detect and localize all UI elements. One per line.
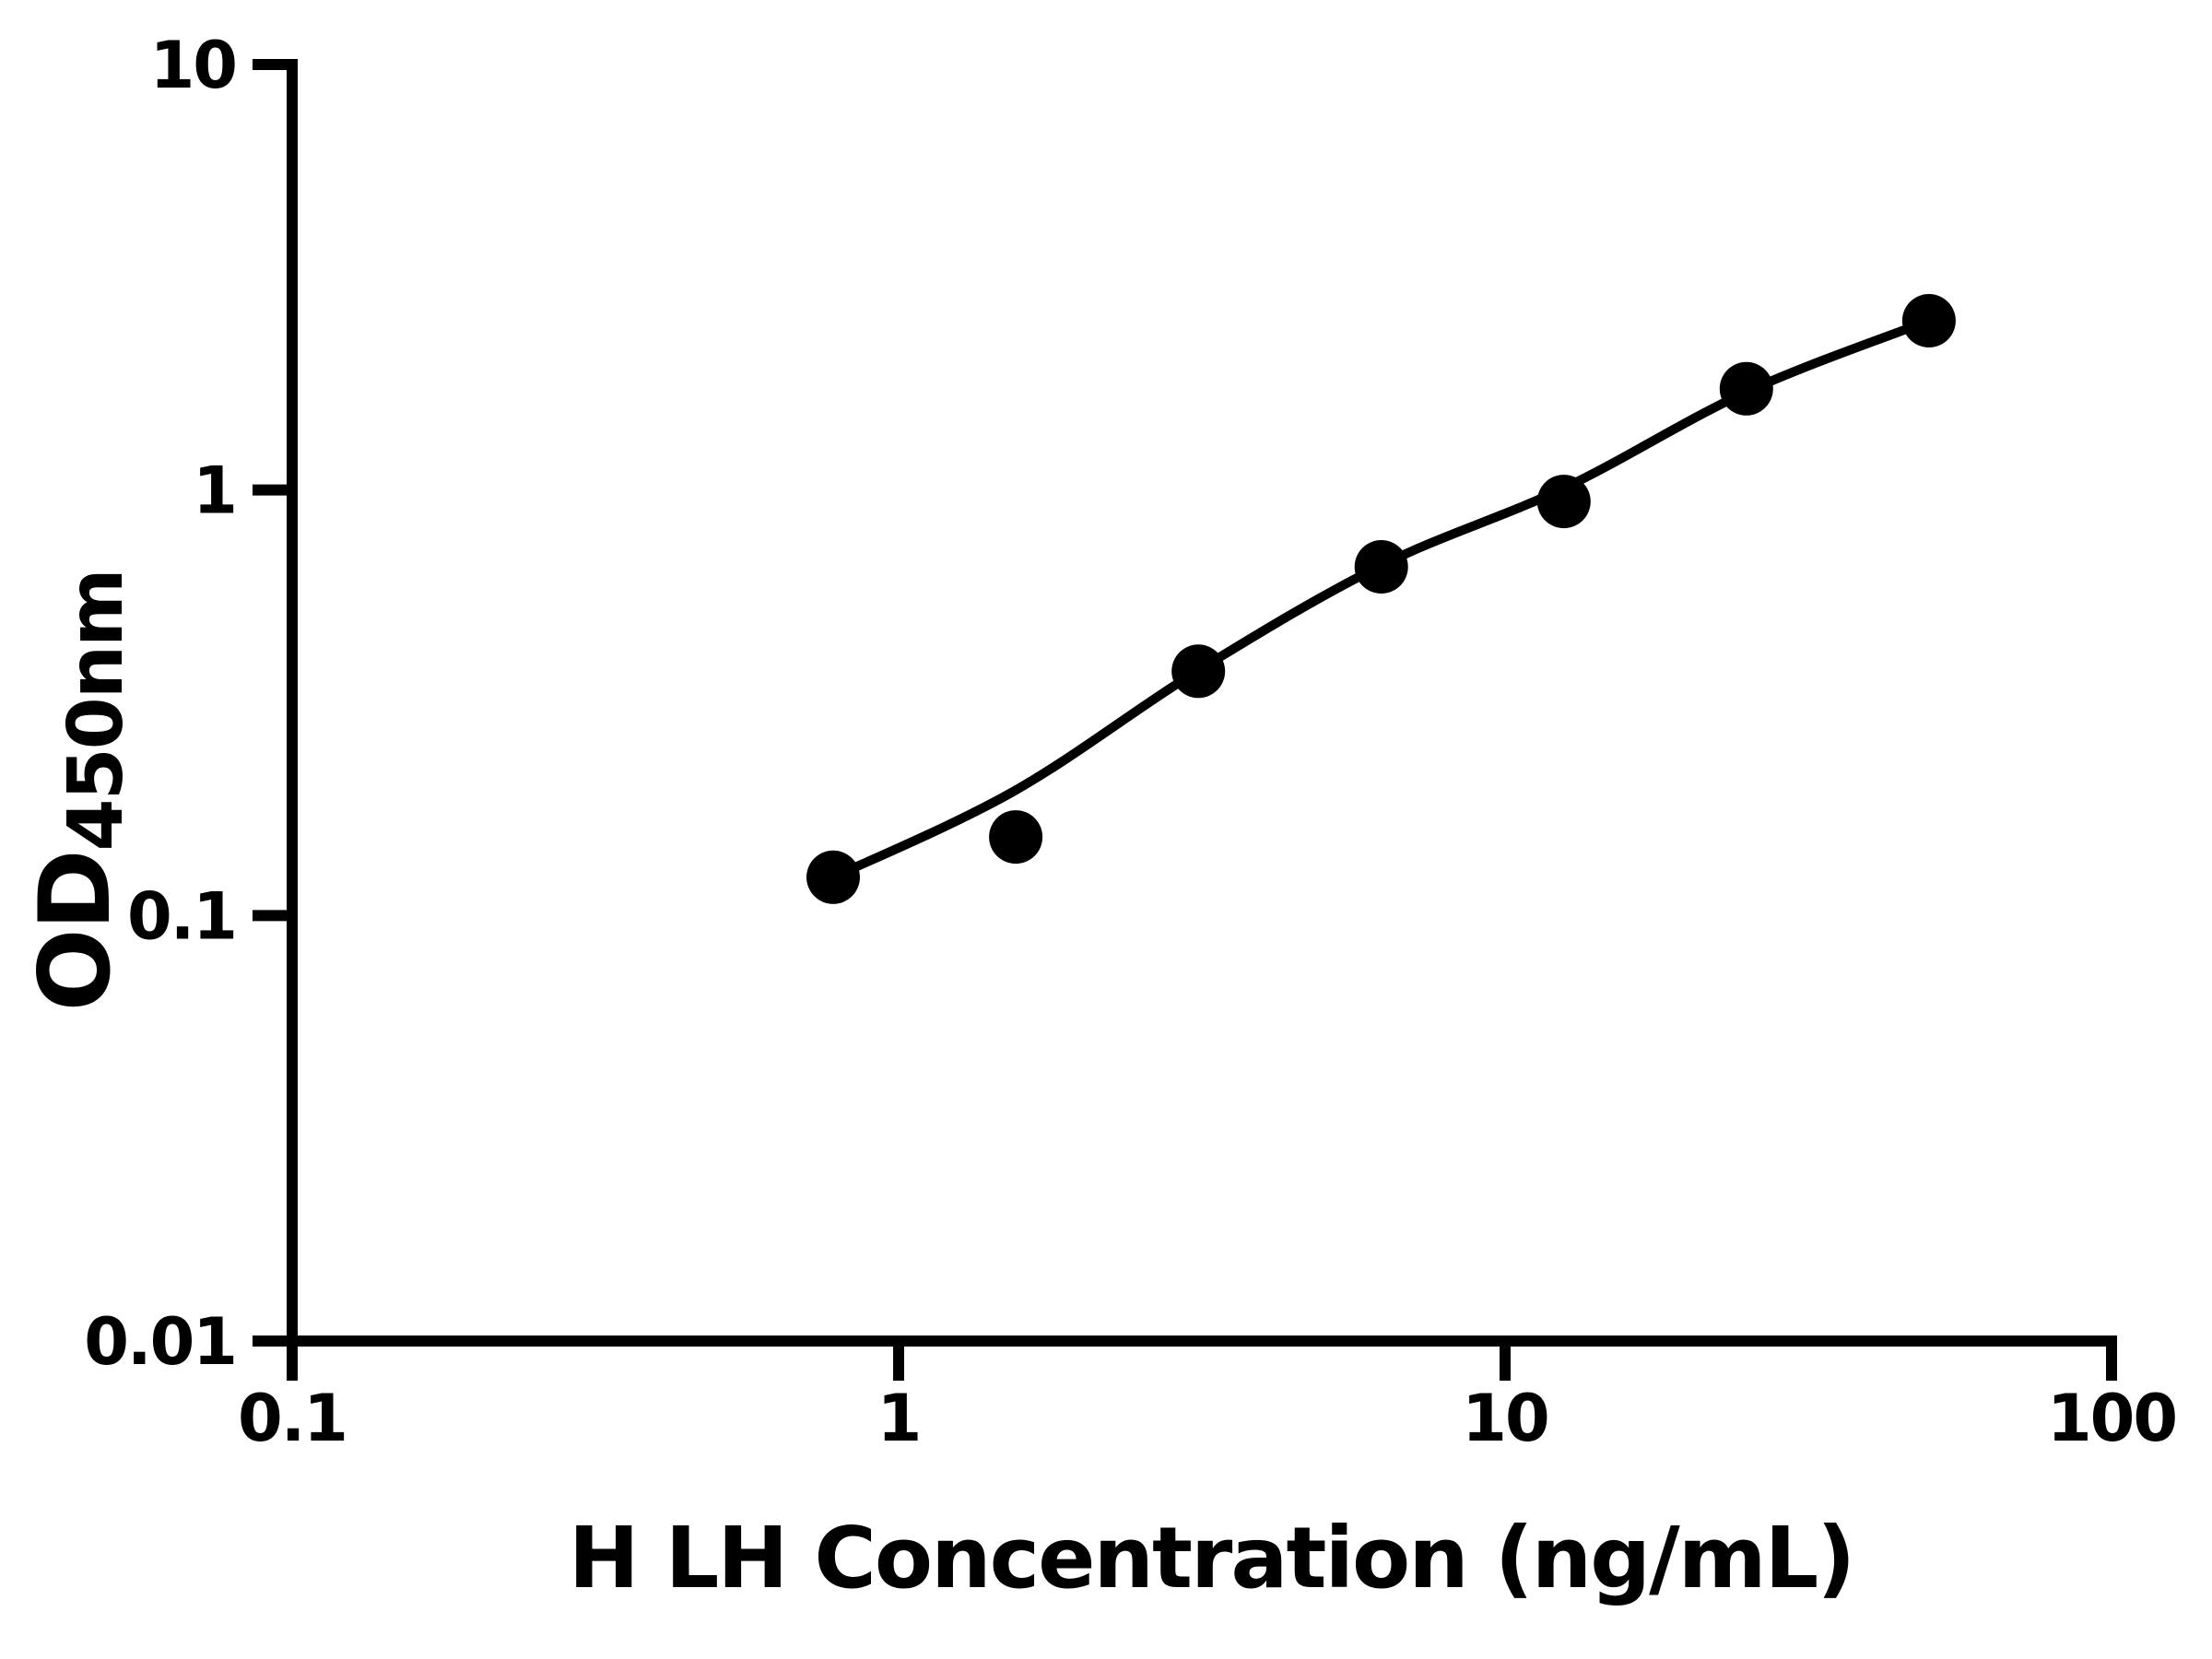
data-point-2 (989, 810, 1043, 865)
data-point-5 (1536, 475, 1591, 529)
data-point-4 (1354, 540, 1408, 594)
y-axis-title: OD450nm (18, 570, 140, 1011)
y-tick-label-0.1: 0.1 (127, 878, 236, 954)
data-point-6 (1719, 361, 1773, 416)
x-tick-label-0.1: 0.1 (238, 1381, 347, 1456)
y-tick-label-1: 1 (193, 453, 236, 529)
y-axis-title-subscript: 450nm (53, 570, 140, 851)
data-point-3 (1171, 644, 1226, 699)
y-tick-label-10: 10 (150, 28, 236, 103)
y-tick-label-0.01: 0.01 (84, 1304, 236, 1380)
x-axis-title: H LH Concentration (ng/mL) (569, 1509, 1854, 1607)
y-axis-title-main: OD (18, 851, 132, 1011)
x-tick-label-10: 10 (1462, 1381, 1547, 1456)
x-tick-label-100: 100 (2047, 1381, 2176, 1456)
data-point-1 (806, 850, 860, 904)
data-point-7 (1901, 294, 1956, 347)
x-tick-label-1: 1 (877, 1381, 921, 1456)
